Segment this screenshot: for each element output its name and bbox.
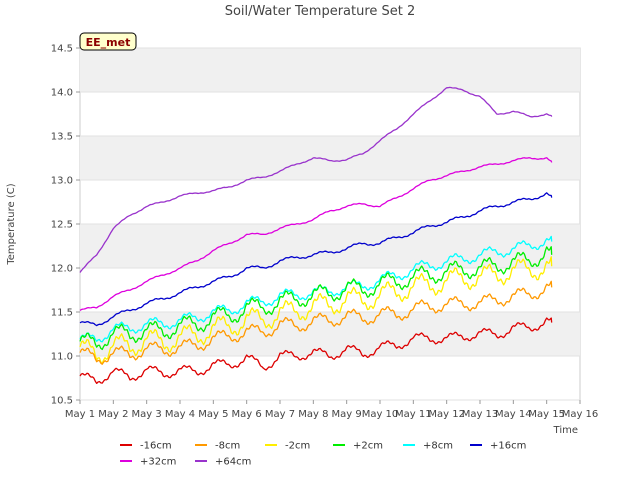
badge-label: EE_met xyxy=(86,36,131,49)
x-tick-label: May 6 xyxy=(232,409,262,420)
legend-label: +8cm xyxy=(423,441,453,452)
legend-label: +32cm xyxy=(140,457,176,468)
x-tick-label: May 16 xyxy=(562,409,599,420)
y-tick-label: 10.5 xyxy=(51,396,73,407)
x-tick-label: May 7 xyxy=(265,409,295,420)
x-axis-label: Time xyxy=(553,425,578,436)
x-tick-label: May 15 xyxy=(528,409,565,420)
x-tick-label: May 12 xyxy=(428,409,465,420)
series-line-+16cm xyxy=(79,192,553,327)
legend-label: -16cm xyxy=(140,441,172,452)
x-axis-ticks: May 1 May 2 May 3 May 4 May 5 May 6 May 7 May 8… xyxy=(65,400,598,420)
x-tick-label: May 11 xyxy=(395,409,432,420)
x-tick-label: May 4 xyxy=(165,409,195,420)
y-tick-label: 14.5 xyxy=(51,44,73,55)
legend-label: -2cm xyxy=(285,441,310,452)
background-band xyxy=(80,136,580,180)
y-tick-label: 13.0 xyxy=(51,176,73,187)
x-tick-label: May 2 xyxy=(98,409,128,420)
x-tick-label: May 10 xyxy=(362,409,399,420)
y-tick-label: 12.5 xyxy=(51,220,73,231)
series-line--8cm xyxy=(79,280,553,365)
series-line--2cm xyxy=(79,256,553,365)
x-tick-label: May 5 xyxy=(198,409,228,420)
badge: EE_met xyxy=(79,32,137,51)
series-lines xyxy=(79,86,553,385)
y-tick-label: 11.5 xyxy=(51,308,73,319)
x-tick-label: May 13 xyxy=(462,409,499,420)
series-line-+32cm xyxy=(79,157,553,311)
x-tick-label: May 14 xyxy=(495,409,532,420)
background-band xyxy=(80,48,580,92)
x-tick-label: May 1 xyxy=(65,409,95,420)
y-axis-label: Temperature (C) xyxy=(6,183,17,265)
legend-label: -8cm xyxy=(215,441,240,452)
y-tick-label: 12.0 xyxy=(51,264,73,275)
background-band xyxy=(80,224,580,268)
y-axis-ticks: 10.5 11.0 11.5 12.0 12.5 13.0 13.5 14.0 14.5 xyxy=(51,44,80,407)
x-tick-label: May 9 xyxy=(332,409,362,420)
legend: -16cm -8cm -2cm +2cm +8cm +16cm +32cm +64cm xyxy=(120,441,526,468)
legend-label: +64cm xyxy=(215,457,251,468)
y-tick-label: 14.0 xyxy=(51,88,73,99)
legend-label: +2cm xyxy=(353,441,383,452)
series-line-+64cm xyxy=(79,86,553,273)
series-line--16cm xyxy=(79,317,553,385)
x-tick-label: May 3 xyxy=(132,409,162,420)
legend-label: +16cm xyxy=(490,441,526,452)
chart-title: Soil/Water Temperature Set 2 xyxy=(225,4,416,19)
series-line-+2cm xyxy=(79,246,553,351)
background-bands xyxy=(80,48,580,356)
badge-box xyxy=(79,32,137,51)
x-tick-label: May 8 xyxy=(298,409,328,420)
y-tick-label: 11.0 xyxy=(51,352,73,363)
y-tick-label: 13.5 xyxy=(51,132,73,143)
